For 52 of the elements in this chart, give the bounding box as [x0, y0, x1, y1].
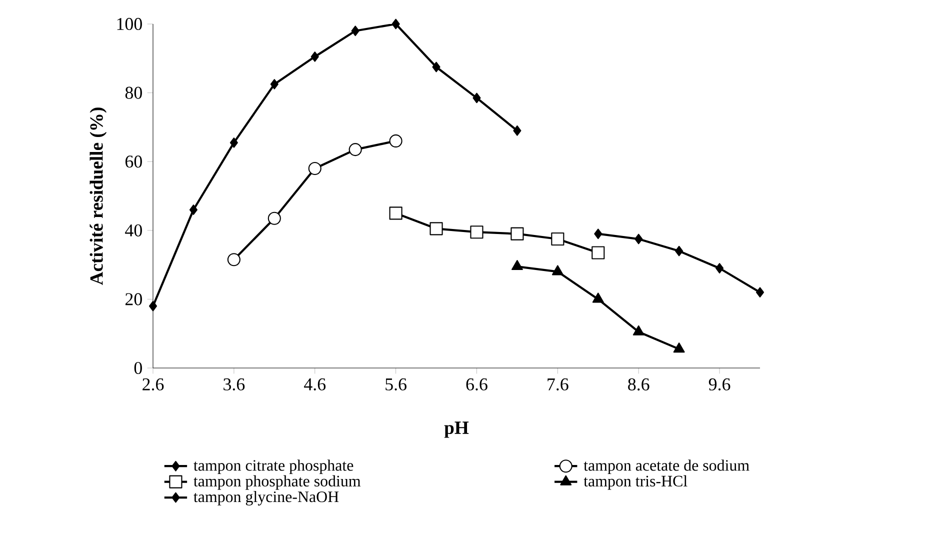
y-tick-label: 0 [134, 362, 142, 374]
point [227, 253, 240, 266]
point [432, 62, 440, 72]
x-tick-label: 5.6 [386, 378, 406, 390]
point [430, 222, 443, 236]
y-tick-label: 20 [125, 293, 142, 306]
point [392, 18, 400, 30]
point [308, 162, 322, 176]
x-axis-title: pH [444, 422, 469, 438]
point [189, 204, 198, 215]
point [594, 228, 602, 240]
x-tick-label: 6.6 [466, 378, 488, 390]
point [552, 265, 564, 276]
point [592, 292, 604, 303]
point [310, 51, 319, 62]
legend-label: tampon phosphate sodium [194, 475, 361, 490]
y-tick-label: 100 [117, 18, 142, 30]
point [510, 227, 524, 240]
point [592, 246, 605, 260]
point [513, 125, 522, 136]
point [634, 234, 643, 244]
point [268, 212, 281, 225]
point [348, 143, 362, 156]
x-tick-label: 3.6 [224, 378, 245, 390]
point [270, 78, 278, 90]
x-tick-label: 2.6 [142, 378, 164, 390]
y-axis-title: Activité residuelle (%) [90, 108, 107, 285]
point [756, 287, 764, 298]
point [675, 246, 684, 256]
point [716, 263, 724, 274]
x-tick-label: 9.6 [708, 378, 730, 390]
point [389, 206, 402, 220]
y-tick-label: 60 [125, 156, 142, 168]
y-tick-label: 40 [125, 224, 142, 236]
x-tick-label: 7.6 [548, 378, 568, 390]
y-tick-label: 80 [125, 86, 142, 99]
point [148, 300, 158, 312]
point [351, 26, 360, 36]
point [230, 137, 238, 148]
legend-label: tampon acetate de sodium [584, 460, 750, 474]
x-tick-label: 4.6 [304, 378, 326, 390]
point [389, 134, 402, 148]
legend-label: tampon glycine-NaOH [194, 490, 339, 506]
legend-label: tampon citrate phosphate [194, 460, 354, 474]
legend-label: tampon tris-HCl [584, 475, 688, 490]
point [632, 325, 644, 336]
point [673, 342, 685, 353]
point [470, 226, 484, 239]
point [472, 92, 481, 104]
x-tick-label: 8.6 [628, 378, 650, 391]
point [511, 260, 523, 270]
point [551, 232, 564, 246]
